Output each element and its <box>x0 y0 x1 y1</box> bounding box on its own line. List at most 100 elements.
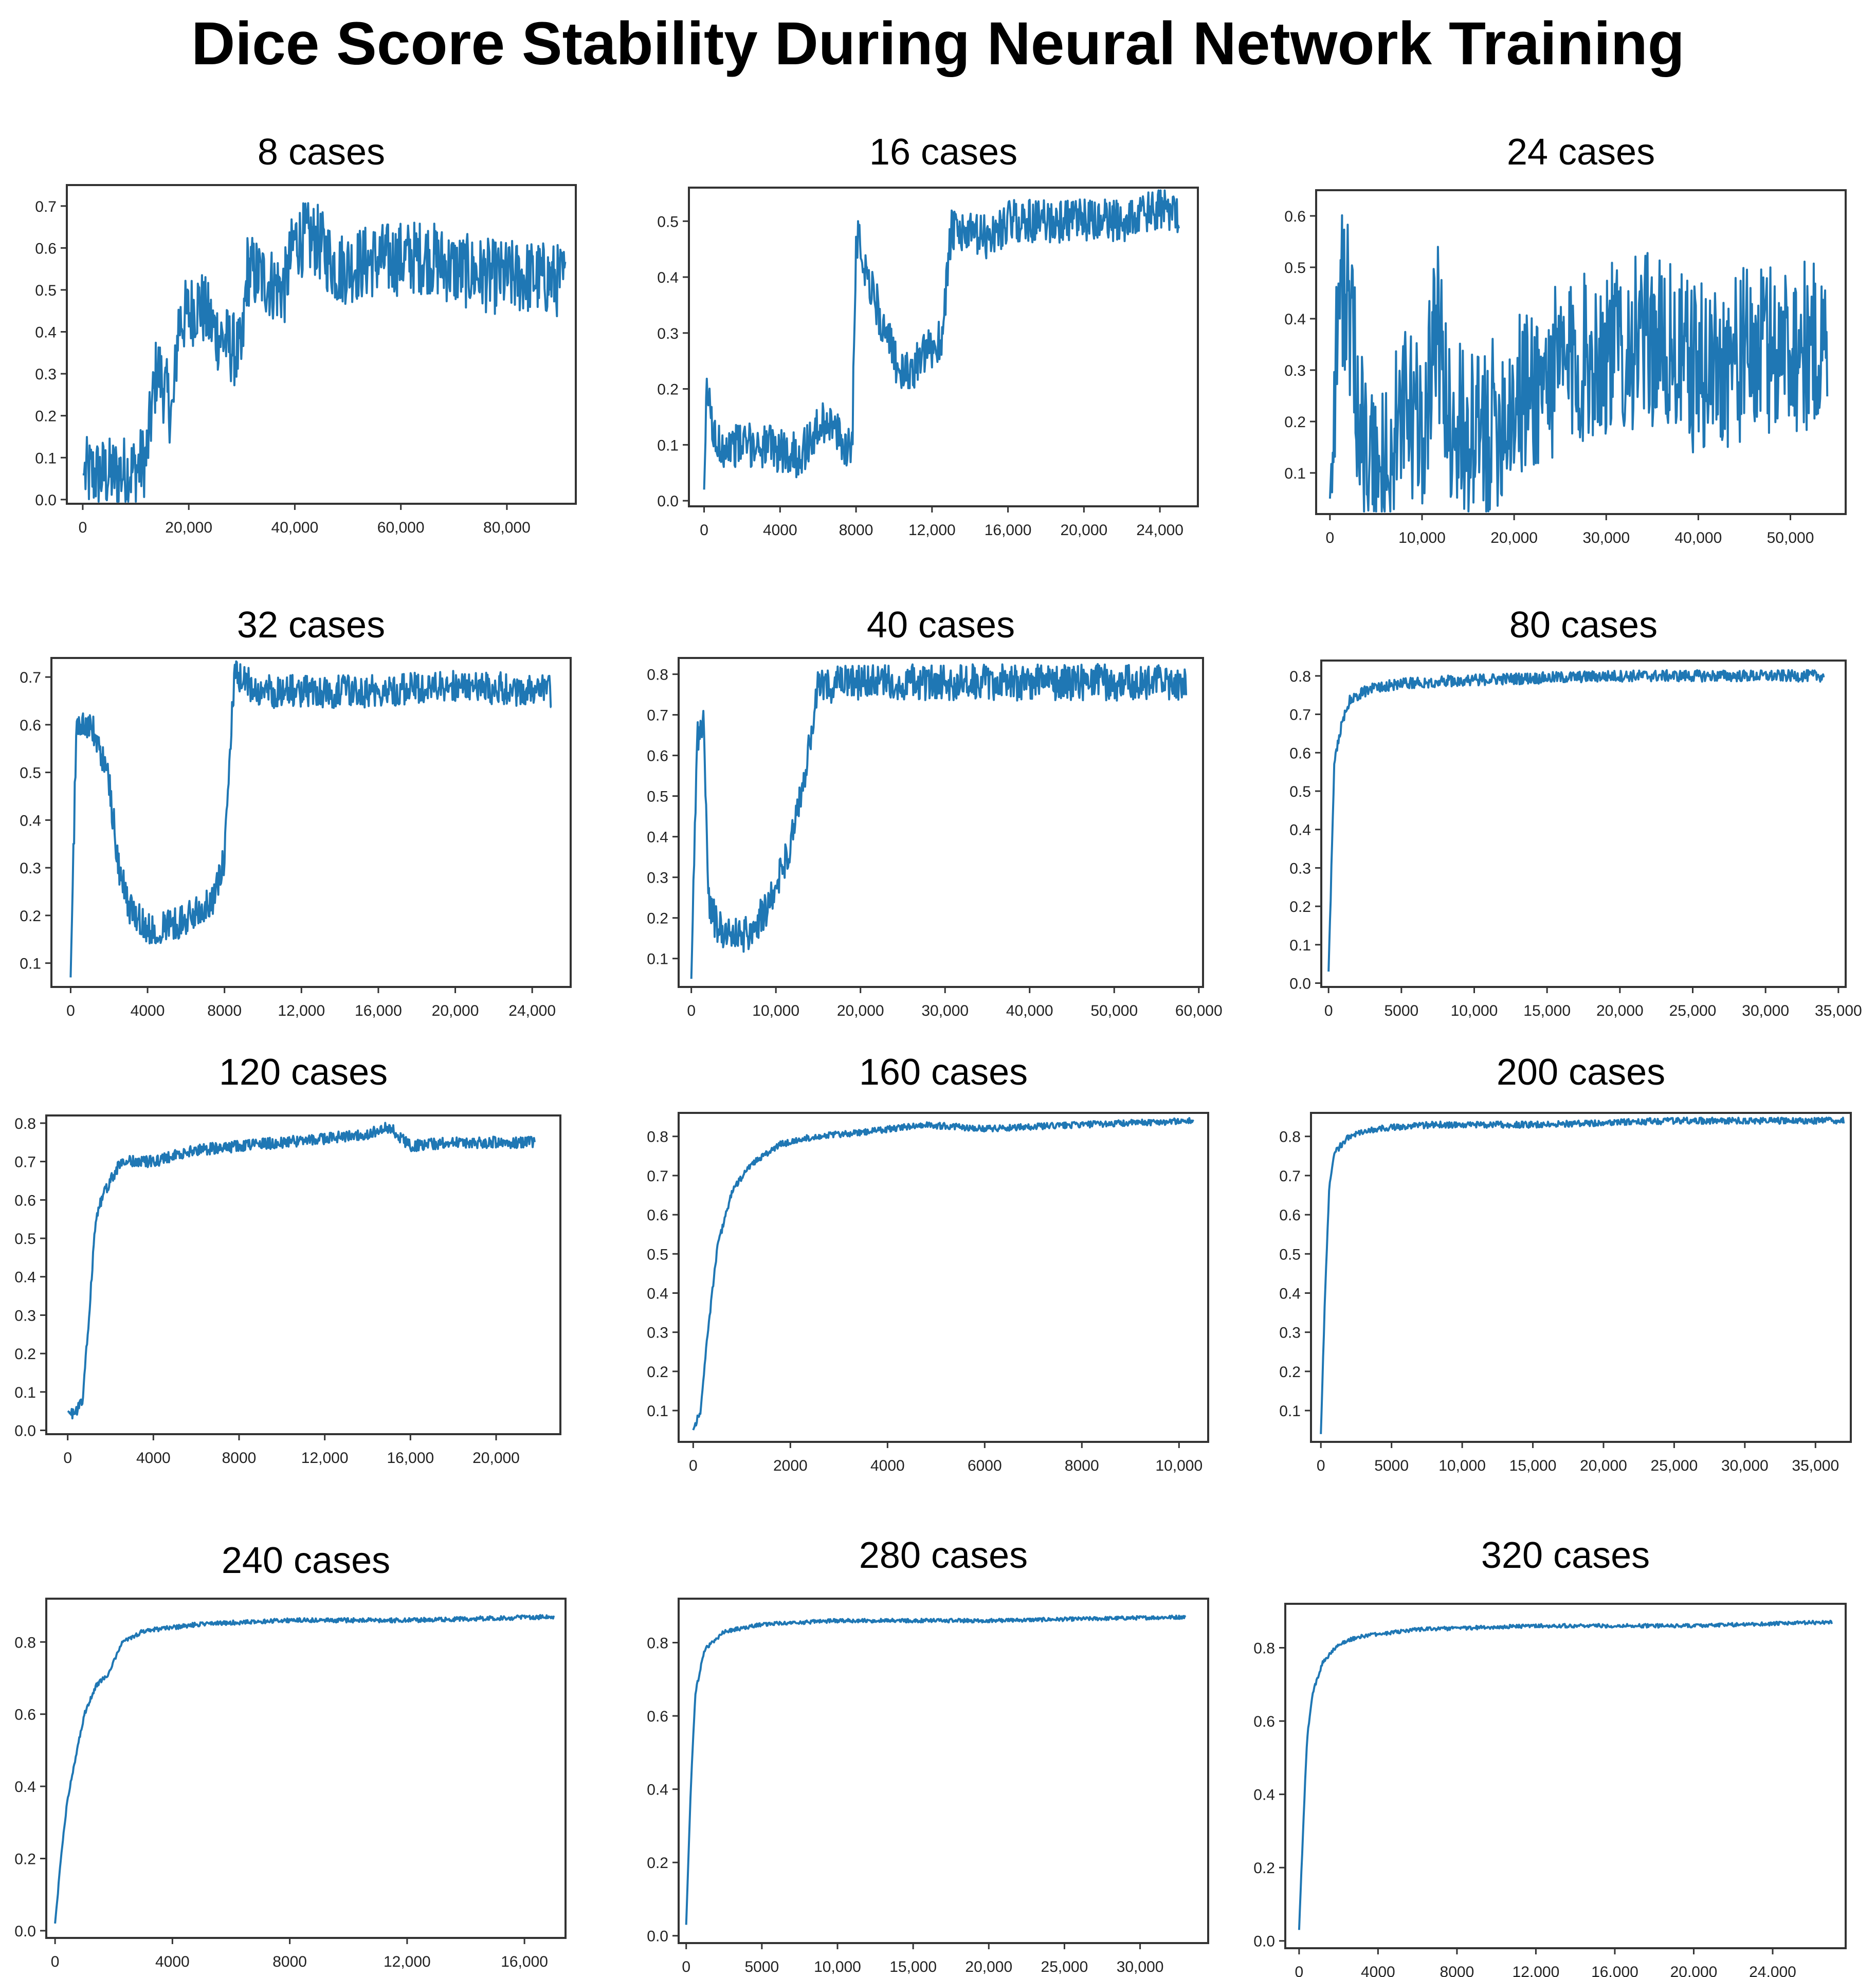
x-tick-label: 12,000 <box>384 1953 431 1970</box>
x-tick-label: 4000 <box>131 1002 165 1019</box>
x-tick-label: 25,000 <box>1651 1457 1698 1474</box>
y-tick-label: 0.6 <box>1284 208 1306 225</box>
panel-title: 280 cases <box>859 1535 1028 1576</box>
plot-area <box>45 1598 567 1939</box>
x-tick-label: 0 <box>1295 1964 1304 1977</box>
x-tick-label: 30,000 <box>1721 1457 1769 1474</box>
x-tick-label: 60,000 <box>377 519 425 536</box>
plot-area <box>1320 660 1847 988</box>
plot-area <box>50 657 572 988</box>
y-tick-label: 0.3 <box>35 366 57 383</box>
x-tick-label: 15,000 <box>889 1958 937 1975</box>
y-tick-label: 0.5 <box>647 789 668 806</box>
x-tick-label: 50,000 <box>1767 529 1814 546</box>
x-tick-label: 35,000 <box>1815 1002 1862 1019</box>
y-tick-label: 0.0 <box>35 492 57 509</box>
x-tick-label: 25,000 <box>1669 1002 1717 1019</box>
y-tick-label: 0.6 <box>647 1708 668 1725</box>
x-tick-label: 2000 <box>773 1457 808 1474</box>
y-tick-label: 0.4 <box>657 269 679 286</box>
y-tick-label: 0.2 <box>647 1364 668 1381</box>
y-tick-label: 0.1 <box>647 951 668 968</box>
x-tick-label: 16,000 <box>387 1450 434 1467</box>
x-tick-label: 10,000 <box>1398 529 1446 546</box>
x-tick-label: 6000 <box>968 1457 1002 1474</box>
plot-area <box>678 1598 1209 1944</box>
y-tick-label: 0.7 <box>35 198 57 215</box>
y-tick-label: 0.6 <box>1289 745 1311 762</box>
y-tick-label: 0.8 <box>1279 1129 1301 1146</box>
x-tick-label: 24,000 <box>1136 522 1183 539</box>
x-tick-label: 24,000 <box>508 1002 556 1019</box>
y-tick-label: 0.3 <box>1289 860 1311 877</box>
x-tick-label: 5000 <box>744 1958 779 1975</box>
y-tick-label: 0.7 <box>20 669 41 686</box>
y-tick-label: 0.4 <box>14 1269 36 1286</box>
x-tick-label: 20,000 <box>837 1002 884 1019</box>
x-tick-label: 8000 <box>839 522 873 539</box>
y-tick-label: 0.6 <box>1279 1207 1301 1224</box>
panel-title: 120 cases <box>219 1052 388 1093</box>
y-tick-label: 0.2 <box>1279 1364 1301 1381</box>
x-tick-label: 20,000 <box>965 1958 1012 1975</box>
y-tick-label: 0.5 <box>647 1246 668 1263</box>
y-tick-label: 0.2 <box>14 1346 36 1363</box>
x-tick-label: 20,000 <box>1670 1964 1718 1977</box>
x-tick-label: 40,000 <box>1675 529 1722 546</box>
x-tick-label: 12,000 <box>301 1450 349 1467</box>
y-tick-label: 0.4 <box>1289 822 1311 839</box>
chart-panel: 200 cases 0.1 0.2 0.3 0.4 0.5 0.6 0.7 0.8 0 5000 10… <box>1279 1052 1852 1474</box>
panel-title: 24 cases <box>1507 132 1655 173</box>
figure-title: Dice Score Stability During Neural Netwo… <box>191 10 1685 78</box>
chart-panel: 240 cases 0.0 0.2 0.4 0.6 0.8 0 4000 8000 12,000 1… <box>14 1540 567 1970</box>
x-tick-label: 10,000 <box>752 1002 799 1019</box>
chart-panel: 120 cases 0.0 0.1 0.2 0.3 0.4 0.5 0.6 0.7 0.8 0 400… <box>14 1052 561 1467</box>
y-tick-label: 0.4 <box>1279 1285 1301 1302</box>
x-tick-label: 0 <box>687 1002 696 1019</box>
y-tick-label: 0.0 <box>1253 1933 1275 1950</box>
x-tick-label: 10,000 <box>814 1958 861 1975</box>
x-tick-label: 35,000 <box>1792 1457 1839 1474</box>
x-tick-label: 20,000 <box>165 519 212 536</box>
dice-score-line <box>54 1614 555 1924</box>
plot-area <box>678 1112 1209 1443</box>
x-tick-label: 30,000 <box>1117 1958 1164 1975</box>
y-tick-label: 0.0 <box>657 493 679 510</box>
dice-score-line <box>1320 1116 1845 1434</box>
x-tick-label: 0 <box>1326 529 1335 546</box>
plot-area <box>45 1114 561 1435</box>
x-tick-label: 0 <box>700 522 708 539</box>
y-tick-label: 0.5 <box>657 213 679 230</box>
y-tick-label: 0.2 <box>20 908 41 925</box>
x-tick-label: 50,000 <box>1090 1002 1138 1019</box>
x-tick-label: 30,000 <box>1742 1002 1789 1019</box>
y-tick-label: 0.5 <box>20 765 41 782</box>
y-tick-label: 0.2 <box>647 910 668 927</box>
x-tick-label: 8000 <box>1065 1457 1099 1474</box>
y-tick-label: 0.8 <box>14 1634 36 1651</box>
y-tick-label: 0.2 <box>657 381 679 398</box>
y-tick-label: 0.1 <box>657 437 679 454</box>
y-tick-label: 0.3 <box>1279 1325 1301 1342</box>
y-tick-label: 0.1 <box>1279 1403 1301 1420</box>
x-tick-label: 5000 <box>1384 1002 1418 1019</box>
y-tick-label: 0.1 <box>35 450 57 467</box>
y-tick-label: 0.6 <box>14 1707 36 1724</box>
dice-score-line <box>703 189 1180 490</box>
chart-panel: 80 cases 0.0 0.1 0.2 0.3 0.4 0.5 0.6 0.7 0.8 0 5000… <box>1289 605 1862 1019</box>
x-tick-label: 20,000 <box>1596 1002 1644 1019</box>
x-tick-label: 16,000 <box>1591 1964 1638 1977</box>
x-tick-label: 20,000 <box>472 1450 520 1467</box>
y-tick-label: 0.8 <box>1253 1640 1275 1657</box>
x-tick-label: 4000 <box>155 1953 190 1970</box>
y-tick-label: 0.1 <box>14 1384 36 1401</box>
y-tick-label: 0.8 <box>647 667 668 684</box>
panel-title: 160 cases <box>859 1052 1028 1093</box>
x-tick-label: 8000 <box>222 1450 257 1467</box>
x-tick-label: 0 <box>1324 1002 1333 1019</box>
y-tick-label: 0.5 <box>1279 1246 1301 1263</box>
panel-title: 8 cases <box>258 132 385 173</box>
x-tick-label: 20,000 <box>432 1002 479 1019</box>
x-tick-label: 15,000 <box>1509 1457 1557 1474</box>
x-tick-label: 12,000 <box>908 522 956 539</box>
